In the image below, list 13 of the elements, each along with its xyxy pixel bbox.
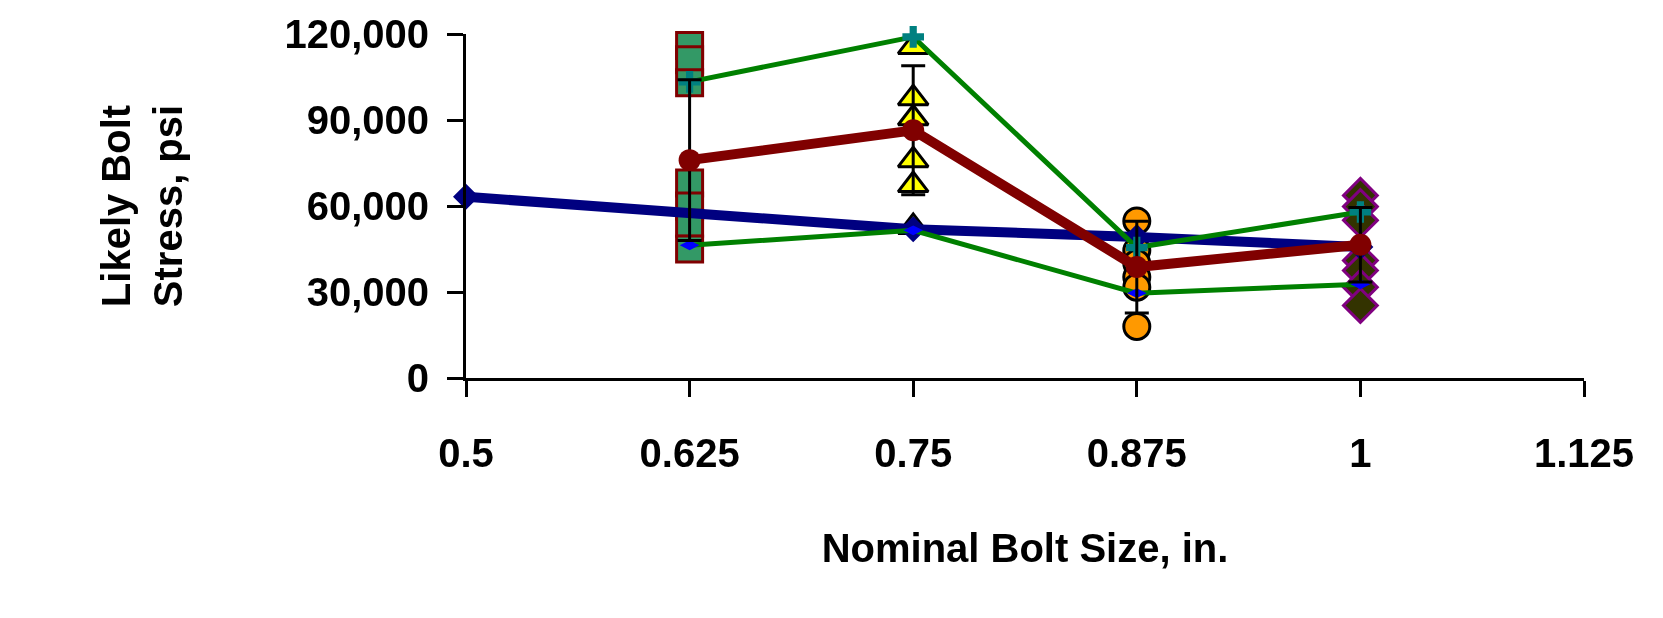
- y-tick-label: 120,000: [284, 12, 429, 56]
- y-tick-label: 30,000: [306, 270, 429, 314]
- x-axis-title: Nominal Bolt Size, in.: [821, 525, 1229, 570]
- x-tick-label: 0.75: [874, 431, 953, 475]
- y-tick-label: 0: [406, 356, 429, 400]
- x-tick-label: 0.875: [1086, 431, 1187, 475]
- x-tick-label: 1: [1349, 431, 1372, 475]
- y-tick-label: 60,000: [306, 184, 429, 228]
- y-tick-label: 90,000: [306, 98, 429, 142]
- y-axis-title: Likely Bolt Stress, psi: [93, 104, 190, 308]
- x-tick-label: 0.5: [438, 431, 494, 475]
- x-tick-label: 1.125: [1533, 431, 1635, 475]
- x-tick-label: 0.625: [639, 431, 740, 475]
